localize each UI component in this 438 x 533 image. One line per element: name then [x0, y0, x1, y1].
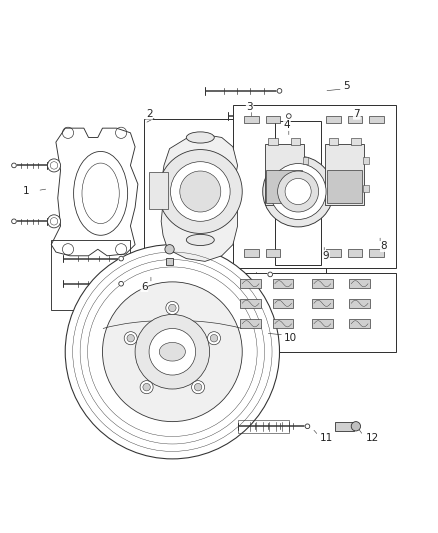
- Circle shape: [135, 314, 210, 389]
- Bar: [273, 298, 293, 308]
- Circle shape: [170, 161, 230, 221]
- Bar: [364, 157, 369, 165]
- Polygon shape: [161, 135, 237, 261]
- Circle shape: [12, 163, 16, 168]
- Bar: [233, 272, 396, 352]
- Bar: [312, 319, 332, 328]
- Circle shape: [263, 156, 333, 227]
- Text: 1: 1: [23, 185, 29, 196]
- Bar: [347, 116, 362, 124]
- Circle shape: [278, 171, 318, 212]
- Circle shape: [102, 282, 242, 422]
- Circle shape: [194, 383, 202, 391]
- Bar: [303, 185, 308, 192]
- Bar: [350, 319, 370, 328]
- Bar: [240, 319, 261, 328]
- Bar: [268, 138, 278, 146]
- Bar: [351, 138, 360, 146]
- Ellipse shape: [74, 151, 127, 235]
- Text: 8: 8: [381, 241, 387, 252]
- Circle shape: [268, 272, 272, 277]
- Circle shape: [159, 150, 242, 233]
- Circle shape: [47, 159, 60, 172]
- Circle shape: [208, 332, 220, 345]
- Bar: [312, 298, 332, 308]
- Bar: [244, 116, 259, 124]
- Text: 10: 10: [284, 333, 297, 343]
- Bar: [233, 105, 396, 268]
- Bar: [326, 116, 341, 124]
- Circle shape: [210, 335, 218, 342]
- Bar: [237, 420, 289, 433]
- Bar: [145, 119, 326, 282]
- Bar: [266, 170, 302, 203]
- Text: 9: 9: [323, 251, 329, 261]
- Bar: [325, 144, 364, 205]
- Bar: [326, 249, 341, 257]
- Bar: [51, 240, 131, 310]
- Bar: [303, 157, 308, 165]
- Circle shape: [166, 302, 179, 314]
- Circle shape: [305, 424, 310, 429]
- Bar: [350, 298, 370, 308]
- Circle shape: [277, 88, 282, 93]
- Bar: [273, 319, 293, 328]
- Ellipse shape: [186, 235, 214, 246]
- Text: 5: 5: [343, 81, 350, 91]
- Bar: [244, 249, 259, 257]
- Circle shape: [119, 281, 124, 286]
- Text: 7: 7: [353, 109, 360, 119]
- Circle shape: [127, 335, 134, 342]
- Ellipse shape: [159, 342, 185, 361]
- Bar: [336, 422, 354, 431]
- Ellipse shape: [186, 132, 214, 143]
- Text: 6: 6: [141, 281, 148, 292]
- Bar: [291, 138, 300, 146]
- Circle shape: [285, 179, 311, 205]
- Bar: [347, 249, 362, 257]
- Bar: [369, 116, 384, 124]
- Bar: [149, 172, 168, 209]
- Bar: [329, 138, 338, 146]
- Bar: [369, 249, 384, 257]
- Circle shape: [12, 219, 16, 224]
- Circle shape: [149, 328, 196, 375]
- Circle shape: [119, 256, 124, 261]
- Circle shape: [180, 171, 221, 212]
- Bar: [265, 249, 280, 257]
- Circle shape: [140, 381, 153, 394]
- Bar: [312, 279, 332, 288]
- Bar: [240, 279, 261, 288]
- Circle shape: [286, 114, 291, 118]
- Circle shape: [191, 381, 205, 394]
- Text: 2: 2: [146, 109, 152, 119]
- Circle shape: [165, 245, 174, 254]
- Bar: [327, 170, 362, 203]
- Bar: [350, 279, 370, 288]
- Bar: [364, 185, 369, 192]
- Text: 11: 11: [319, 433, 333, 443]
- Bar: [265, 116, 280, 124]
- Bar: [273, 279, 293, 288]
- Bar: [275, 120, 321, 265]
- Circle shape: [65, 245, 279, 459]
- Circle shape: [270, 164, 326, 220]
- Circle shape: [351, 422, 360, 431]
- Text: 3: 3: [246, 102, 253, 112]
- Circle shape: [47, 215, 60, 228]
- Text: 4: 4: [284, 120, 290, 131]
- Bar: [166, 257, 173, 265]
- Circle shape: [124, 332, 137, 345]
- Circle shape: [169, 304, 176, 312]
- Bar: [240, 298, 261, 308]
- Text: 12: 12: [366, 433, 379, 443]
- Bar: [265, 144, 304, 205]
- Circle shape: [143, 383, 150, 391]
